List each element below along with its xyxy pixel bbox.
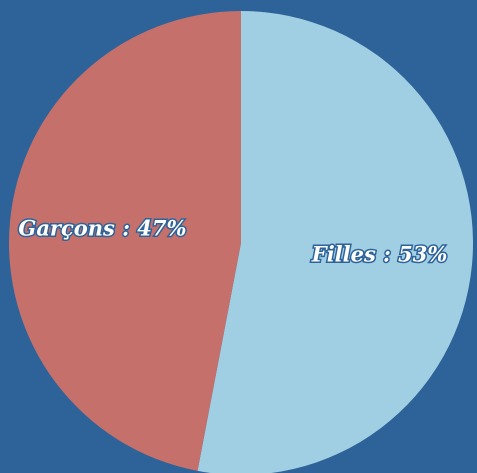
pie-slice: [9, 11, 241, 471]
slice-label: Garçons : 47%: [18, 215, 186, 240]
slice-label: Filles : 53%: [311, 242, 448, 267]
pie-slice: [197, 11, 473, 473]
